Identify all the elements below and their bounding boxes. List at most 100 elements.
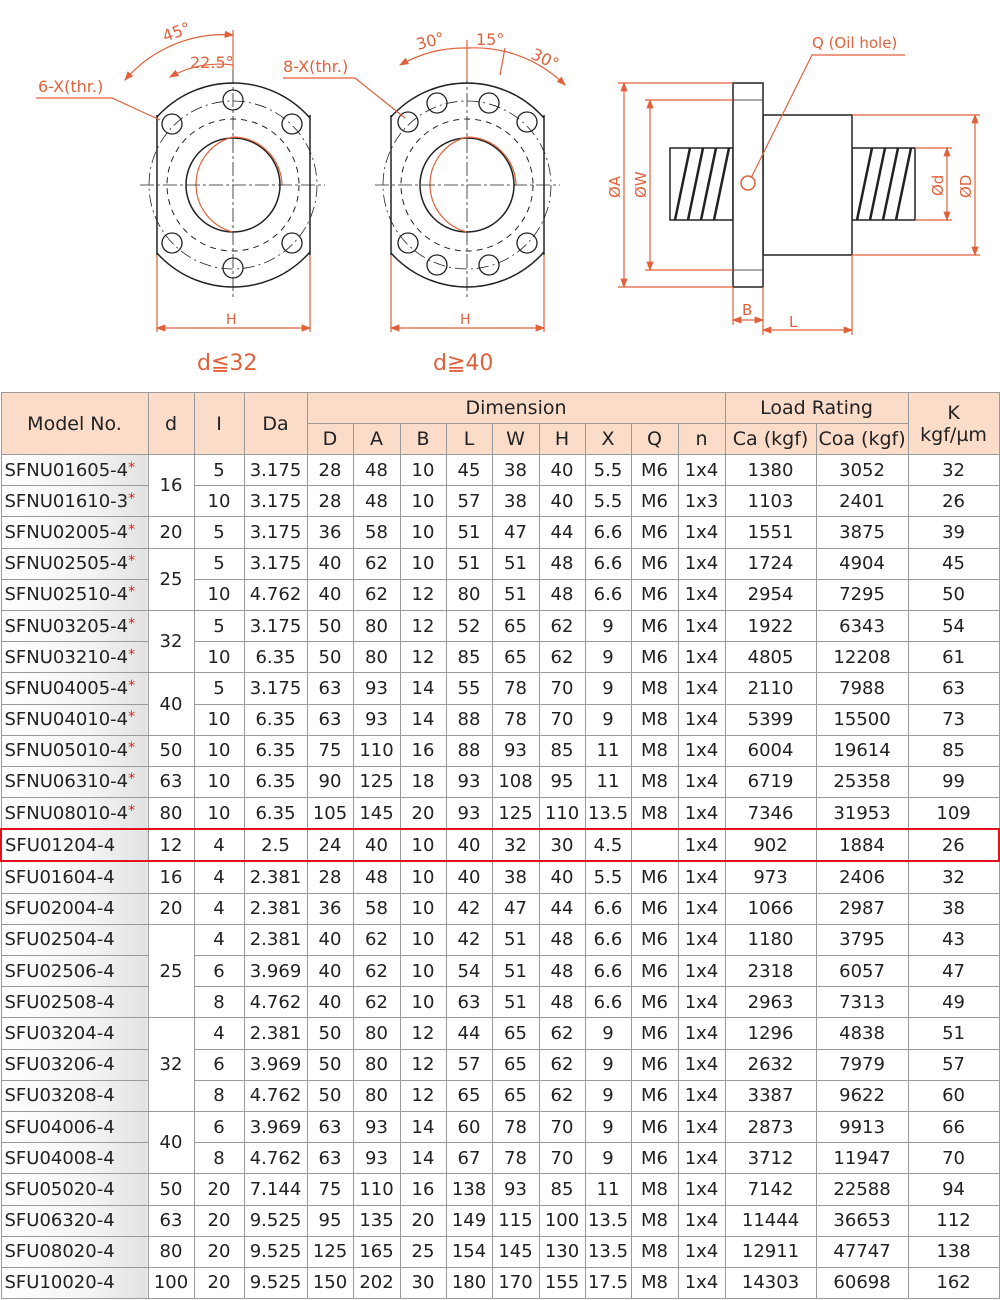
cell-b: 20 (399, 797, 447, 830)
cell-coa: 2987 (815, 892, 909, 925)
condition-small-label: d≦32 (197, 351, 257, 376)
cell-a: 125 (352, 765, 401, 799)
ball-nut-spec-table: Model No. d I Da Dimension Load Rating K… (0, 392, 1000, 1300)
cell-w: 115 (491, 1204, 540, 1237)
cell-l: 180 (445, 1266, 493, 1300)
cell-h: 44 (538, 516, 586, 549)
cell-i: 20 (193, 1204, 245, 1237)
table-row: SFNU01610-3* 10 3.175 28 48 10 57 38 40 5.5 M6 1x3 1… (0, 485, 1000, 518)
cell-n: 1x4 (677, 672, 726, 705)
model-cell: SFNU02510-4* (0, 578, 149, 611)
condition-large-label: d≧40 (433, 351, 493, 376)
model-number: SFU02506-4 (4, 960, 115, 982)
cell-x: 6.6 (584, 892, 632, 925)
width-h-label: H (226, 312, 237, 328)
cell-da: 4.762 (243, 578, 308, 611)
cell-q: M8 (630, 703, 679, 736)
cell-n: 1x3 (677, 485, 726, 518)
cell-d: 40 (306, 547, 354, 580)
cell-b: 12 (399, 641, 447, 674)
cell-h: 62 (538, 609, 586, 643)
cell-h: 48 (538, 923, 586, 957)
nut-side-view (669, 82, 916, 288)
star-icon: * (128, 584, 136, 601)
cell-k: 32 (907, 860, 1000, 894)
cell-q: M8 (630, 1235, 679, 1268)
cell-a: 80 (352, 1079, 401, 1112)
cell-l: 45 (445, 453, 493, 487)
model-number: SFNU05010-4 (4, 740, 129, 762)
cell-b: 12 (399, 609, 447, 643)
cell-ca: 1922 (724, 609, 817, 643)
cell-coa: 19614 (815, 734, 909, 767)
cell-h: 62 (538, 1048, 586, 1081)
cell-da: 4.762 (243, 1079, 308, 1112)
cell-l: 88 (445, 703, 493, 736)
dia-d-large-label: ØD (957, 175, 975, 198)
cell-a: 165 (352, 1235, 401, 1268)
cell-ca: 902 (724, 828, 817, 863)
cell-i: 5 (193, 609, 245, 643)
flange-large-dimensions (283, 40, 566, 332)
cell-n: 1x4 (677, 453, 726, 487)
cell-l: 65 (445, 1079, 493, 1112)
cell-ca: 7142 (724, 1173, 817, 1206)
cell-w: 145 (491, 1235, 540, 1268)
dia-d-small-label: Ød (929, 175, 947, 196)
cell-b: 20 (399, 1204, 447, 1237)
cell-a: 93 (352, 703, 401, 736)
cell-w: 78 (491, 703, 540, 736)
cell-i: 10 (193, 485, 245, 518)
cell-n: 1x4 (677, 923, 726, 957)
cell-d: 40 (306, 954, 354, 988)
cell-k: 94 (907, 1173, 1000, 1206)
cell-ca: 3387 (724, 1079, 817, 1112)
cell-b: 30 (399, 1266, 447, 1300)
cell-b: 12 (399, 1079, 447, 1112)
cell-h: 85 (538, 1173, 586, 1206)
header-dim-x: X (584, 423, 632, 455)
cell-a: 62 (352, 547, 401, 580)
table-row: SFNU02510-4* 10 4.762 40 62 12 80 51 48 6.6 M6 1x4 2… (0, 578, 1000, 611)
cell-b: 10 (399, 892, 447, 925)
cell-k: 73 (907, 703, 1000, 736)
cell-l: 154 (445, 1235, 493, 1268)
cell-k: 38 (907, 892, 1000, 925)
cell-d: 80 (147, 1235, 195, 1268)
cell-l: 63 (445, 986, 493, 1019)
cell-h: 62 (538, 1017, 586, 1050)
cell-n: 1x4 (677, 860, 726, 894)
cell-d: 63 (306, 703, 354, 736)
cell-w: 47 (491, 516, 540, 549)
flange-front-view-small (140, 70, 325, 300)
cell-i: 20 (193, 1266, 245, 1300)
cell-coa: 47747 (815, 1235, 909, 1268)
cell-d: 32 (147, 1017, 195, 1112)
cell-k: 162 (907, 1266, 1000, 1300)
cell-h: 30 (538, 828, 586, 863)
cell-h: 100 (538, 1204, 586, 1237)
table-row: SFU08020-4 80 20 9.525 125 165 25 154 145 130 13.5… (0, 1235, 1000, 1268)
cell-n: 1x4 (677, 516, 726, 549)
cell-h: 130 (538, 1235, 586, 1268)
model-number: SFU03204-4 (4, 1022, 115, 1044)
cell-d: 28 (306, 860, 354, 894)
model-number: SFU01604-4 (4, 867, 115, 889)
cell-da: 3.175 (243, 485, 308, 518)
cell-da: 3.175 (243, 453, 308, 487)
model-cell: SFU02508-4 (0, 986, 149, 1019)
cell-i: 10 (193, 797, 245, 830)
cell-k: 26 (907, 485, 1000, 518)
side-view-dimensions (618, 54, 980, 335)
cell-q: M6 (630, 1079, 679, 1112)
cell-d: 125 (306, 1235, 354, 1268)
cell-da: 4.762 (243, 986, 308, 1019)
cell-da: 9.525 (243, 1266, 308, 1300)
model-number: SFU04008-4 (4, 1147, 115, 1169)
model-cell: SFNU03210-4* (0, 641, 149, 674)
cell-ca: 12911 (724, 1235, 817, 1268)
cell-d: 50 (306, 1079, 354, 1112)
cell-i: 4 (193, 923, 245, 957)
cell-n: 1x4 (677, 547, 726, 580)
header-dim-b: B (399, 423, 447, 455)
